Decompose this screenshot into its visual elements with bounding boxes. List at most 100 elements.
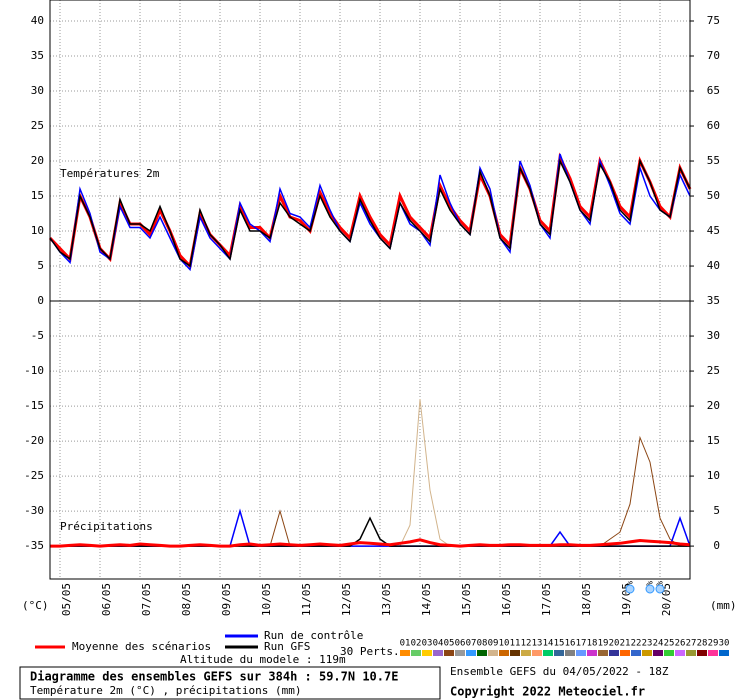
y-tick-label: 25 [31, 119, 44, 132]
pert-swatch [609, 650, 619, 656]
pert-swatch [653, 650, 663, 656]
pert-number: 07 [466, 639, 477, 649]
y2-tick-label: 60 [707, 119, 720, 132]
y2-tick-label: 20 [707, 399, 720, 412]
pert-swatch [642, 650, 652, 656]
pert-number: 14 [543, 639, 554, 649]
pert-swatch [719, 650, 729, 656]
x-tick-label: 12/05 [340, 583, 353, 616]
y-tick-label: 0 [37, 294, 44, 307]
pert-swatch [433, 650, 443, 656]
pert-number: 28 [697, 639, 708, 649]
x-tick-label: 11/05 [300, 583, 313, 616]
pert-number: 22 [631, 639, 642, 649]
pert-number: 25 [664, 639, 675, 649]
pert-swatch [576, 650, 586, 656]
y2-tick-label: 5 [713, 504, 720, 517]
y-tick-label: -30 [24, 504, 44, 517]
y2-tick-label: 0 [713, 539, 720, 552]
snow-icon [645, 584, 655, 594]
pert-swatch [543, 650, 553, 656]
y-tick-label: 20 [31, 154, 44, 167]
pert-swatch [422, 650, 432, 656]
series-line [49, 153, 691, 272]
pert-number: 05 [444, 639, 455, 649]
pert-swatch [598, 650, 608, 656]
y2-tick-label: 35 [707, 294, 720, 307]
y-tick-label: 40 [31, 14, 44, 27]
pert-swatch [510, 650, 520, 656]
y-axis-unit: (°C) [22, 599, 49, 612]
x-tick-label: 05/05 [60, 583, 73, 616]
pert-number: 02 [411, 639, 422, 649]
legend-label: Run de contrôle [264, 629, 363, 642]
pert-number: 19 [598, 639, 609, 649]
pert-number: 16 [565, 639, 576, 649]
pert-number: 29 [708, 639, 719, 649]
x-tick-label: 13/05 [380, 583, 393, 616]
series-line [49, 158, 691, 268]
y-tick-label: -20 [24, 434, 44, 447]
pert-swatch [411, 650, 421, 656]
pert-number: 18 [587, 639, 598, 649]
pert-swatch [466, 650, 476, 656]
pert-number: 21 [620, 639, 631, 649]
pert-swatch [686, 650, 696, 656]
y2-tick-label: 45 [707, 224, 720, 237]
y2-tick-label: 75 [707, 14, 720, 27]
plot-lines [48, 152, 692, 548]
caption: Température 2m (°C) , précipitations (mm… [30, 684, 302, 697]
pert-number: 13 [532, 639, 543, 649]
run-info: Ensemble GEFS du 04/05/2022 - 18Z [450, 665, 669, 678]
pert-swatch [664, 650, 674, 656]
pert-number: 26 [675, 639, 686, 649]
legend-label: Run GFS [264, 640, 310, 653]
perts-legend: 01 02 03 04 05 06 07 08 09 10 11 12 13 14 15 16 17 18 19 20… [400, 639, 730, 656]
pert-swatch [631, 650, 641, 656]
pert-number: 11 [510, 639, 521, 649]
y2-tick-label: 70 [707, 49, 720, 62]
pert-swatch [499, 650, 509, 656]
y2-tick-label: 25 [707, 364, 720, 377]
snow-icon [625, 584, 635, 594]
pert-number: 09 [488, 639, 499, 649]
plot-frame [49, 0, 691, 580]
pert-number: 08 [477, 639, 488, 649]
precip-label: Précipitations [60, 520, 153, 533]
x-tick-label: 17/05 [540, 583, 553, 616]
pert-number: 04 [433, 639, 444, 649]
y-tick-label: 10 [31, 224, 44, 237]
pert-number: 23 [642, 639, 653, 649]
x-tick-label: 14/05 [420, 583, 433, 616]
y2-axis-unit: (mm) [710, 599, 737, 612]
pert-swatch [455, 650, 465, 656]
pert-swatch [565, 650, 575, 656]
pert-number: 27 [686, 639, 697, 649]
pert-number: 06 [455, 639, 466, 649]
y-tick-label: 15 [31, 189, 44, 202]
y2-tick-label: 15 [707, 434, 720, 447]
y2-tick-label: 50 [707, 189, 720, 202]
copyright: Copyright 2022 Meteociel.fr [450, 685, 645, 699]
temp-label: Températures 2m [60, 167, 160, 180]
pert-swatch [620, 650, 630, 656]
pert-number: 10 [499, 639, 510, 649]
x-tick-label: 18/05 [580, 583, 593, 616]
pert-swatch [488, 650, 498, 656]
legend-label: Moyenne des scénarios [72, 640, 211, 653]
pert-swatch [521, 650, 531, 656]
y-tick-label: -5 [31, 329, 44, 342]
pert-swatch [675, 650, 685, 656]
x-tick-label: 08/05 [180, 583, 193, 616]
x-tick-label: 16/05 [500, 583, 513, 616]
pert-swatch [532, 650, 542, 656]
x-tick-label: 15/05 [460, 583, 473, 616]
pert-swatch [400, 650, 410, 656]
y2-tick-label: 65 [707, 84, 720, 97]
pert-number: 30 [719, 639, 730, 649]
series-line [48, 152, 692, 270]
pert-swatch [444, 650, 454, 656]
y-tick-label: -25 [24, 469, 44, 482]
pert-swatch [477, 650, 487, 656]
